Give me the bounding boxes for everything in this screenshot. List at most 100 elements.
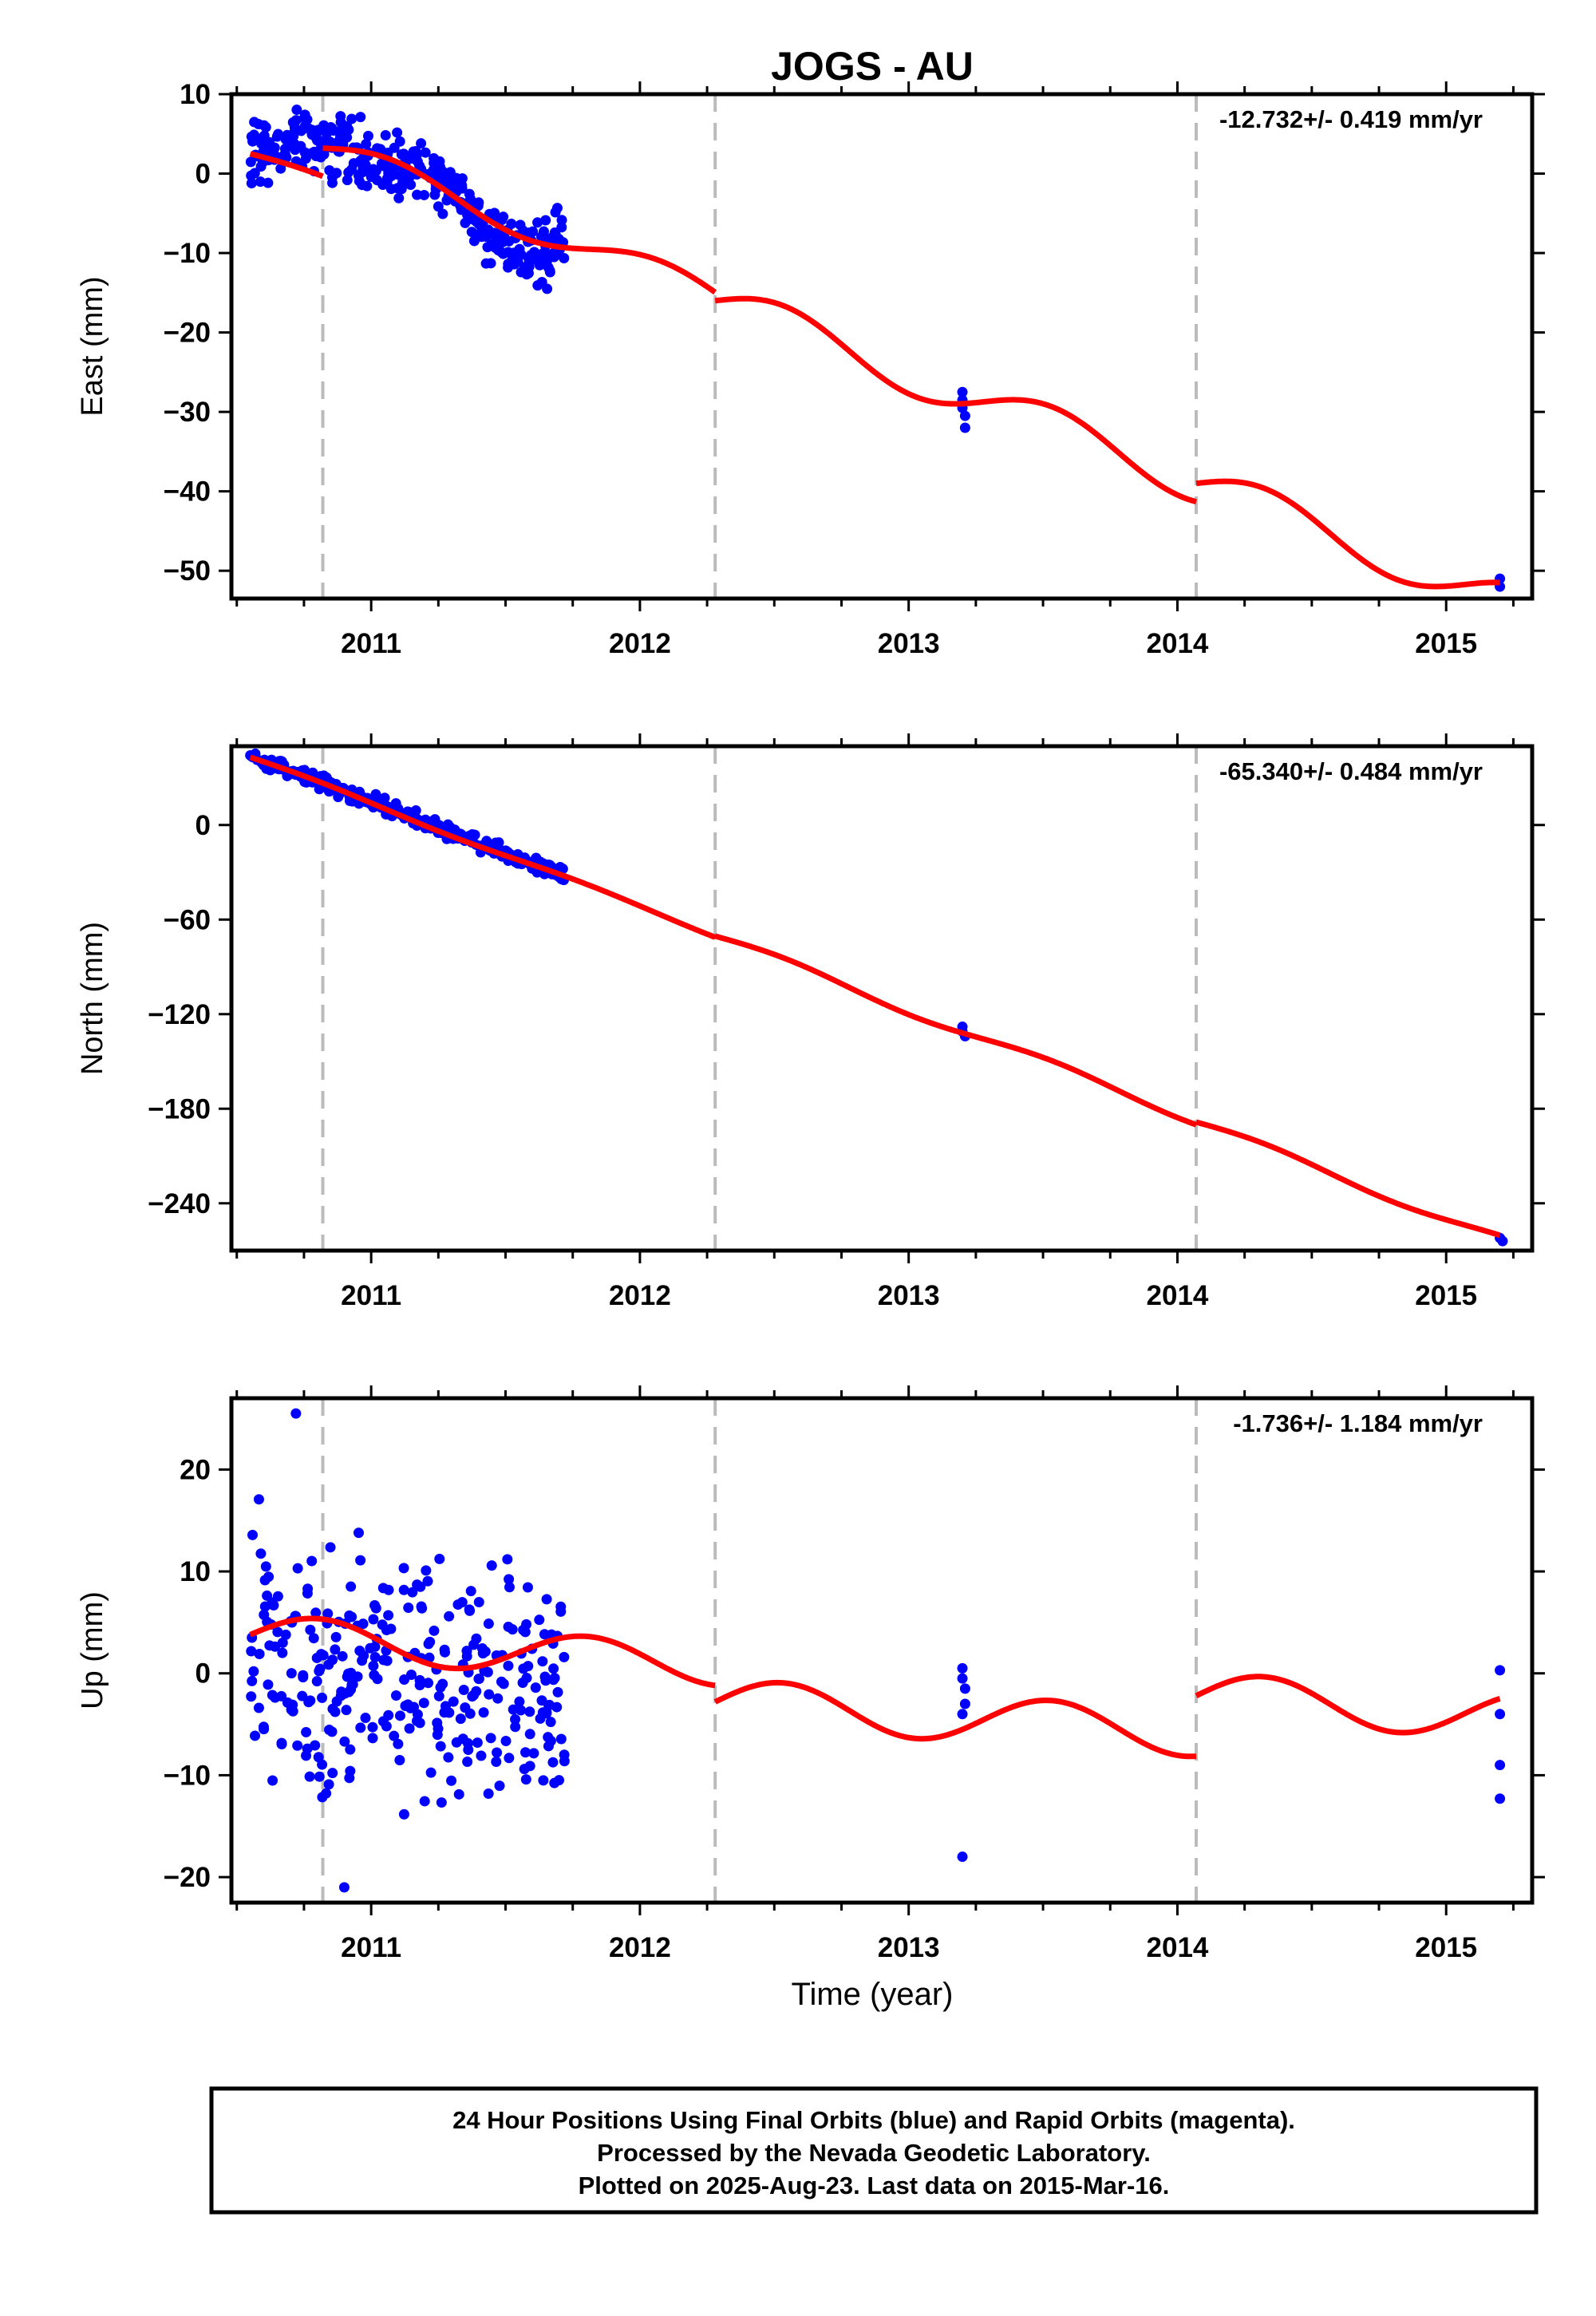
- up-observed-point: [510, 1713, 521, 1725]
- east-observed-point: [255, 161, 267, 172]
- up-observed-point: [468, 1639, 480, 1650]
- up-observed-point: [418, 1697, 429, 1709]
- east-observed-point: [348, 158, 359, 169]
- up-observed-point: [519, 1764, 530, 1775]
- east-observed-point: [361, 180, 373, 192]
- east-panel: 2011 2012 2013 2014 2015 10 0 −10 −20 −30 −40 −50 Ea…: [76, 79, 1545, 659]
- east-observed-point: [957, 386, 968, 397]
- east-rate-annotation: -12.732+/- 0.419 mm/yr: [1219, 105, 1483, 133]
- east-observed-point: [288, 128, 299, 139]
- east-observed-point: [380, 130, 391, 141]
- up-observed-point: [292, 1563, 303, 1574]
- y-tick-label: −60: [164, 904, 211, 935]
- y-tick-label: 20: [180, 1454, 211, 1485]
- up-observed-point: [477, 1648, 488, 1659]
- up-observed-point: [368, 1614, 379, 1625]
- up-observed-point: [432, 1717, 443, 1729]
- east-plot-frame: [229, 92, 1535, 601]
- x-tick-label: 2013: [878, 1280, 940, 1311]
- east-observed-point: [389, 142, 400, 153]
- up-observed-point: [444, 1611, 455, 1622]
- up-observed-point: [345, 1744, 356, 1755]
- east-observed-point: [539, 251, 550, 263]
- up-observed-point: [503, 1660, 514, 1671]
- east-observed-point: [275, 163, 286, 174]
- north-observed-point: [442, 819, 453, 830]
- up-observed-point: [548, 1674, 559, 1686]
- up-observed-point: [555, 1606, 567, 1617]
- up-observed-point: [404, 1723, 415, 1734]
- x-tick-label: 2012: [609, 1932, 671, 1963]
- east-observed-point: [264, 136, 275, 148]
- up-observed-point: [1495, 1709, 1506, 1720]
- up-observed-point: [390, 1690, 401, 1701]
- up-observed-point: [462, 1756, 473, 1767]
- up-observed-point: [337, 1650, 348, 1662]
- east-observed-point: [255, 176, 266, 188]
- east-observed-point: [361, 138, 372, 149]
- up-observed-point: [528, 1748, 539, 1759]
- up-observed-point: [472, 1737, 483, 1749]
- x-tick-label: 2015: [1415, 1280, 1477, 1311]
- up-observed-point: [398, 1808, 409, 1820]
- east-observed-point: [338, 120, 349, 131]
- east-observed-point: [313, 124, 324, 136]
- up-observed-point: [367, 1721, 378, 1733]
- up-observed-point: [1495, 1760, 1506, 1771]
- east-observed-point: [508, 259, 519, 270]
- east-observed-point: [315, 152, 326, 163]
- footer-line-3: Plotted on 2025-Aug-23. Last data on 201…: [579, 2172, 1170, 2199]
- up-observed-point: [383, 1709, 394, 1721]
- up-observed-point: [339, 1736, 350, 1747]
- up-observed-point: [519, 1747, 531, 1758]
- up-observed-point: [354, 1646, 365, 1657]
- up-observed-point: [313, 1752, 324, 1763]
- up-observed-point: [453, 1788, 464, 1800]
- east-observed-point: [488, 240, 499, 251]
- up-observed-point: [343, 1671, 354, 1682]
- up-observed-point: [473, 1673, 484, 1684]
- up-observed-point: [394, 1755, 405, 1766]
- up-observed-point: [443, 1752, 454, 1763]
- up-observed-point: [253, 1494, 264, 1505]
- x-tick-label: 2014: [1147, 1932, 1209, 1963]
- east-observed-point: [515, 219, 526, 231]
- up-observed-point: [246, 1691, 257, 1702]
- y-tick-label: −120: [148, 999, 211, 1030]
- x-tick-label: 2011: [341, 1280, 401, 1311]
- up-observed-point: [534, 1614, 545, 1626]
- up-observed-point: [247, 1675, 258, 1686]
- up-observed-point: [272, 1591, 283, 1602]
- up-observed-point: [559, 1749, 570, 1761]
- up-observed-point: [355, 1722, 366, 1733]
- north-y-axis-label: North (mm): [76, 922, 109, 1075]
- north-plot-frame: [229, 744, 1535, 1253]
- up-observed-point: [484, 1689, 495, 1700]
- x-tick-label: 2015: [1415, 628, 1477, 659]
- east-observed-point: [355, 112, 366, 123]
- up-observed-point: [246, 1646, 257, 1657]
- up-observed-point: [308, 1633, 319, 1644]
- up-observed-point: [400, 1701, 411, 1712]
- x-tick-label: 2013: [878, 1932, 940, 1963]
- up-observed-point: [496, 1676, 507, 1687]
- east-observed-point: [523, 254, 535, 265]
- east-observed-point: [306, 148, 318, 159]
- up-observed-point: [331, 1696, 342, 1707]
- up-observed-point: [458, 1684, 469, 1695]
- up-observed-point: [435, 1741, 446, 1752]
- x-tick-label: 2013: [878, 628, 940, 659]
- up-observed-point: [439, 1707, 450, 1718]
- up-observed-point: [344, 1773, 355, 1784]
- up-observed-point: [545, 1735, 556, 1746]
- up-observed-point: [422, 1575, 433, 1587]
- east-observed-point: [416, 138, 427, 149]
- up-model-curve: [248, 1615, 1502, 1760]
- up-observed-point: [248, 1666, 259, 1677]
- east-observed-point: [490, 211, 501, 222]
- up-observed-point: [383, 1610, 394, 1621]
- up-observed-point: [434, 1553, 445, 1564]
- up-observed-point: [301, 1726, 312, 1737]
- east-observed-point: [410, 146, 421, 157]
- up-observed-point: [344, 1610, 355, 1621]
